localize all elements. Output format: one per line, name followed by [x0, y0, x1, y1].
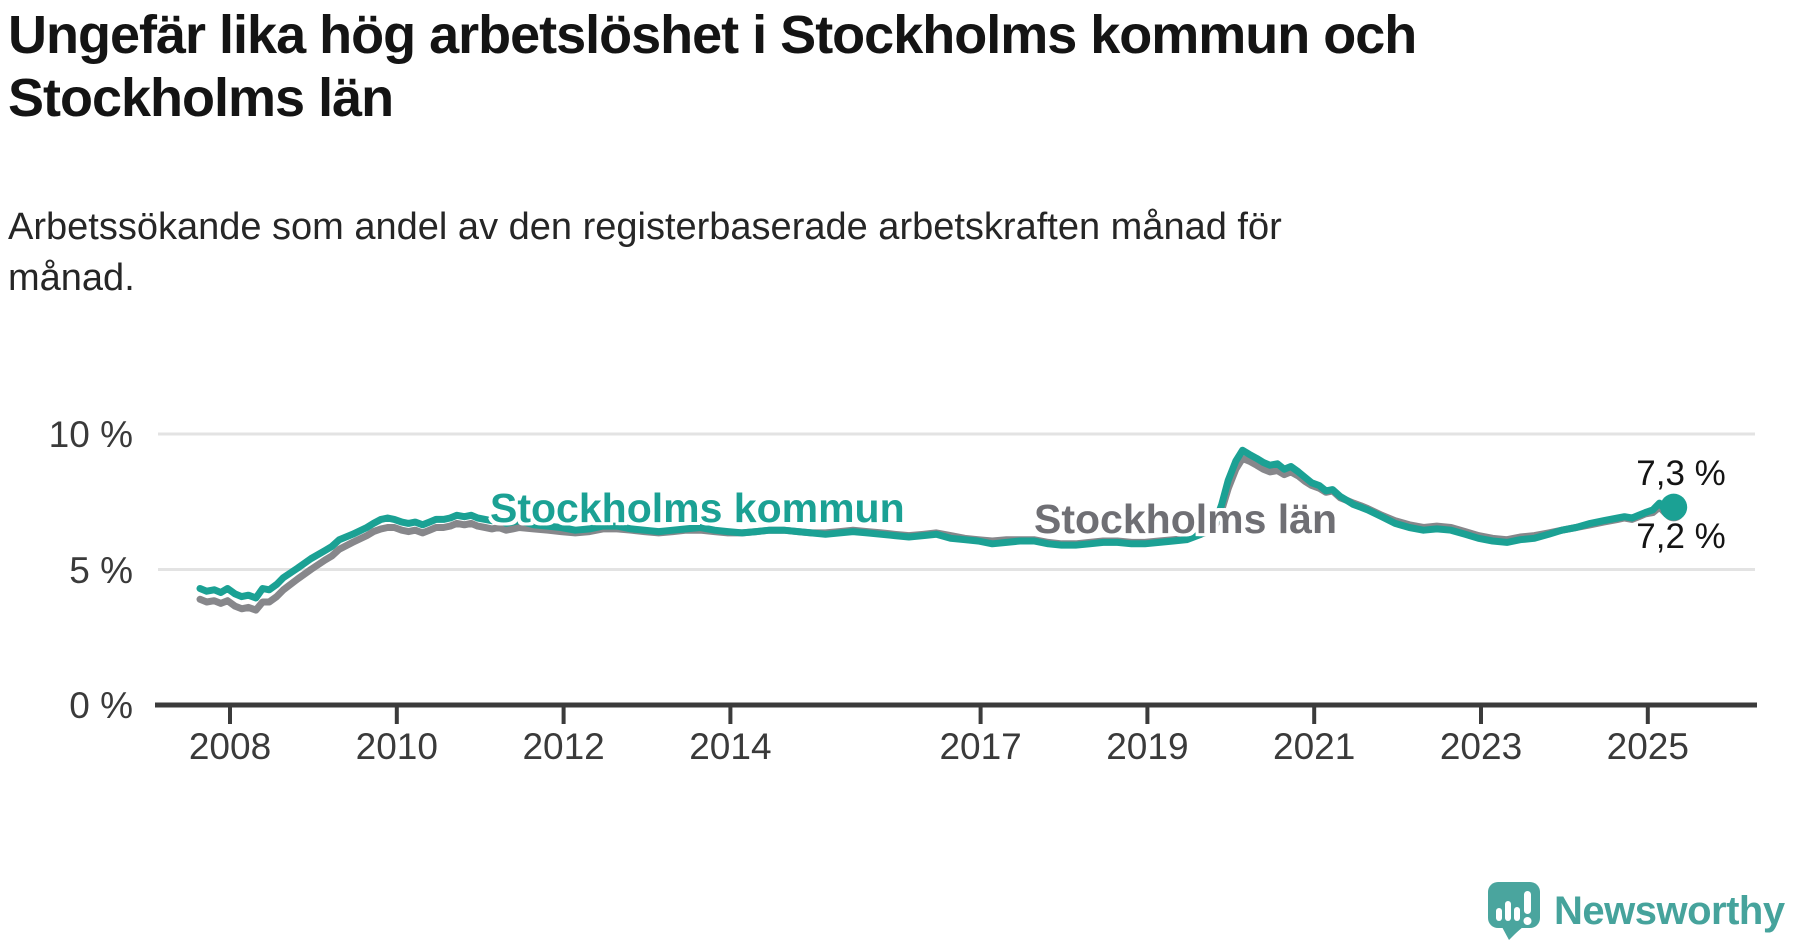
- page-title: Ungefär lika hög arbetslöshet i Stockhol…: [8, 5, 1417, 129]
- x-tick-label: 2012: [522, 726, 605, 767]
- end-dot-kommun: [1660, 493, 1688, 521]
- x-tick-label: 2010: [355, 726, 438, 767]
- y-tick-label: 0 %: [69, 685, 133, 726]
- x-tick-label: 2019: [1106, 726, 1189, 767]
- series-line-stockholms-kommun: [196, 446, 1678, 602]
- end-value-label-lan: 7,2 %: [1636, 517, 1726, 556]
- x-tick-label: 2021: [1273, 726, 1356, 767]
- newsworthy-logo: Newsworthy: [1488, 882, 1785, 940]
- x-tick-label: 2014: [689, 726, 772, 767]
- x-tick-label: 2025: [1606, 726, 1689, 767]
- x-tick-label: 2017: [939, 726, 1022, 767]
- y-tick-label: 10 %: [48, 414, 133, 455]
- x-tick-label: 2008: [188, 726, 272, 767]
- end-value-label-kommun: 7,3 %: [1636, 454, 1726, 493]
- series-label-stockholms-lan: Stockholms län: [1034, 496, 1338, 542]
- x-tick-label: 2023: [1439, 726, 1523, 767]
- series-label-stockholms-kommun: Stockholms kommun: [490, 485, 905, 531]
- page-subtitle: Arbetssökande som andel av den registerb…: [8, 206, 1282, 300]
- newsworthy-wordmark: Newsworthy: [1554, 889, 1785, 933]
- newsworthy-bubble-icon: [1488, 882, 1540, 940]
- y-tick-label: 5 %: [69, 549, 133, 591]
